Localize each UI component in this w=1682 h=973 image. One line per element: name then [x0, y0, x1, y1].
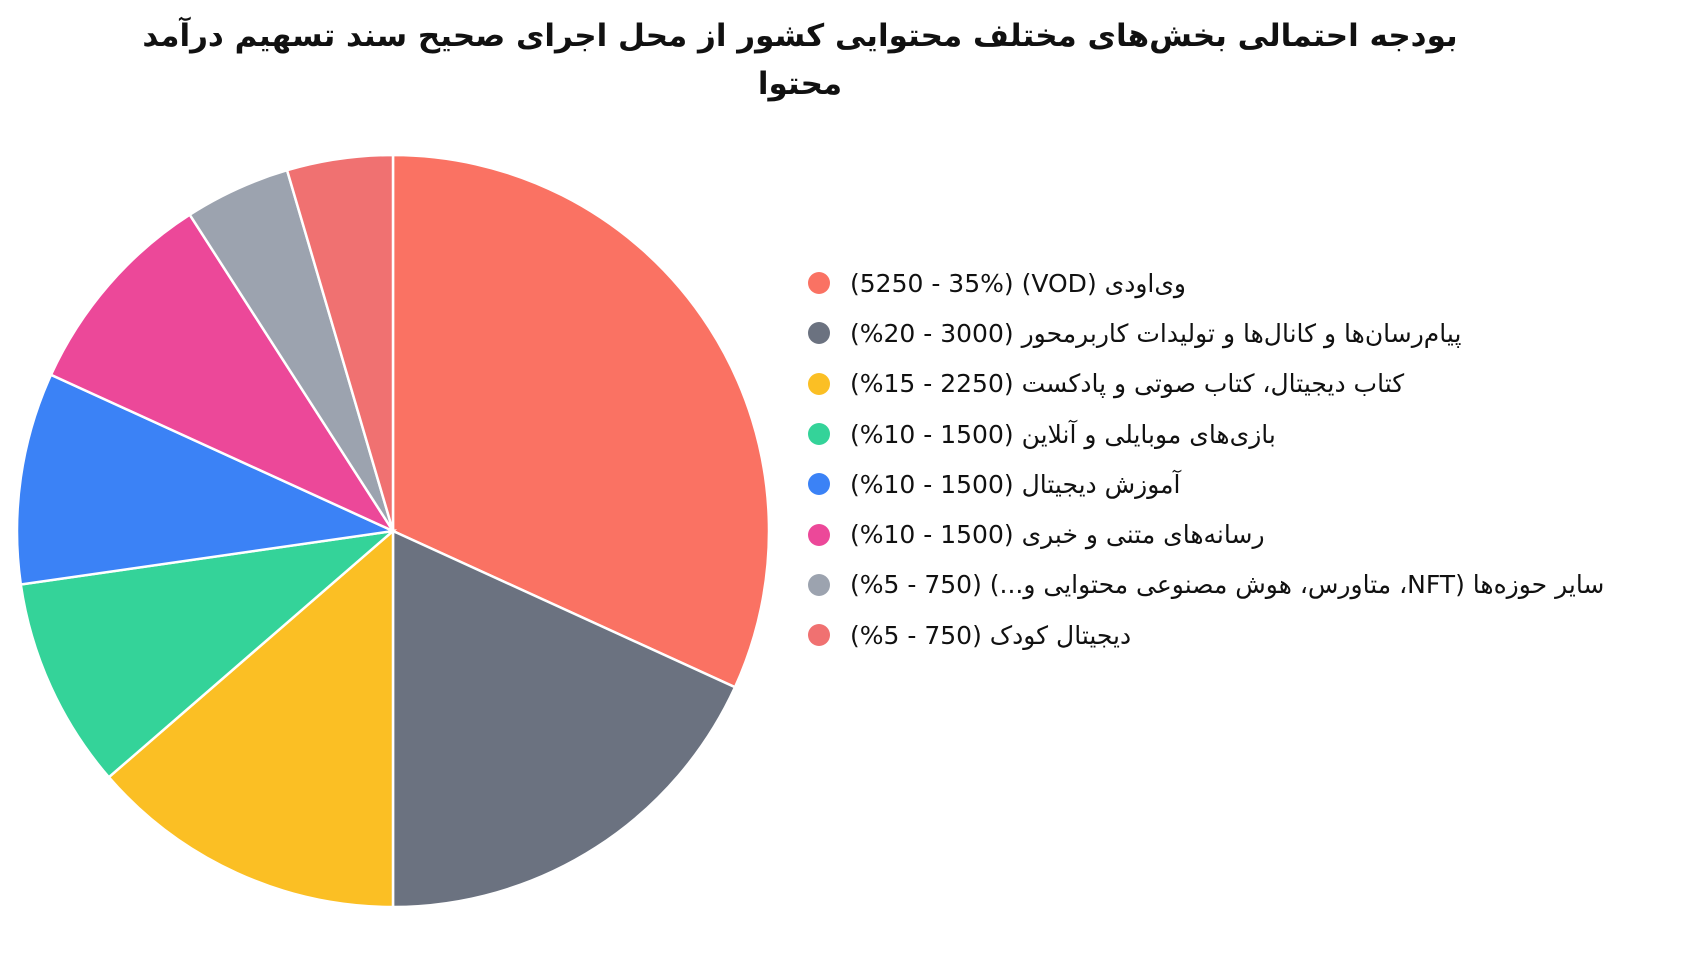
legend-swatch — [808, 473, 830, 496]
pie-slice-4 — [19, 529, 398, 779]
legend-item: بازی‌های موبایلی و آنلاین (1500 - 10%) — [808, 409, 1604, 459]
legend-swatch — [808, 624, 830, 647]
legend-label: دیجیتال کودک (750 - 5%) — [850, 620, 1132, 650]
legend-swatch — [808, 322, 830, 345]
legend-item: آموزش دیجیتال (1500 - 10%) — [808, 459, 1604, 509]
legend-label: آموزش دیجیتال (1500 - 10%) — [850, 469, 1181, 499]
legend: وی‌اودی (VOD) (5250 - 35%) پیام‌رسان‌ها و… — [808, 258, 1604, 660]
pie-slice-1 — [391, 153, 771, 689]
legend-label: رسانه‌های متنی و خبری (1500 - 10%) — [850, 520, 1265, 550]
legend-item: کتاب دیجیتال، کتاب صوتی و پادکست (2250 -… — [808, 359, 1604, 409]
legend-swatch — [808, 523, 830, 546]
legend-swatch — [808, 573, 830, 596]
legend-item: سایر حوزه‌ها (NFT، متاورس، هوش مصنوعی مح… — [808, 560, 1604, 610]
legend-swatch — [808, 423, 830, 446]
legend-label: کتاب دیجیتال، کتاب صوتی و پادکست (2250 -… — [850, 369, 1405, 399]
legend-item: وی‌اودی (VOD) (5250 - 35%) — [808, 258, 1604, 308]
pie-slice-6 — [49, 212, 397, 534]
legend-item: دیجیتال کودک (750 - 5%) — [808, 610, 1604, 660]
legend-swatch — [808, 272, 830, 295]
pie-slice-8 — [285, 153, 395, 532]
pie-slice-2 — [391, 529, 737, 909]
legend-item: رسانه‌های متنی و خبری (1500 - 10%) — [808, 509, 1604, 559]
pie-slice-5 — [15, 373, 398, 586]
legend-swatch — [808, 372, 830, 395]
legend-label: سایر حوزه‌ها (NFT، متاورس، هوش مصنوعی مح… — [850, 570, 1605, 600]
legend-label: وی‌اودی (VOD) (5250 - 35%) — [850, 268, 1186, 298]
pie-slice-3 — [107, 528, 395, 909]
legend-label: بازی‌های موبایلی و آنلاین (1500 - 10%) — [850, 419, 1276, 449]
legend-label: پیام‌رسان‌ها و کانال‌ها و تولیدات کاربرم… — [850, 318, 1462, 348]
chart-title: بودجه احتمالی بخش‌های مختلف محتوایی کشور… — [142, 18, 1458, 102]
legend-item: پیام‌رسان‌ها و کانال‌ها و تولیدات کاربرم… — [808, 308, 1604, 358]
pie-chart — [15, 153, 771, 909]
